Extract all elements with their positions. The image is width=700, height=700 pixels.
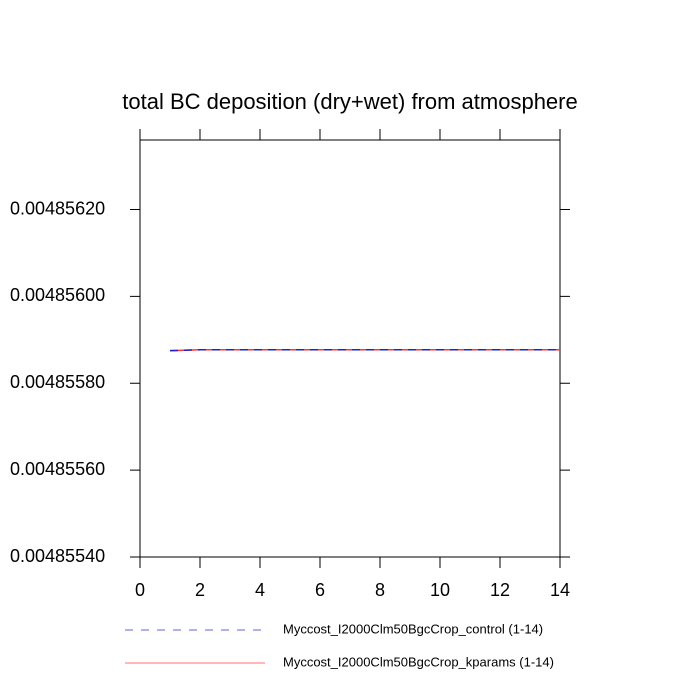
chart-title: total BC deposition (dry+wet) from atmos… <box>122 89 577 114</box>
x-tick-label: 6 <box>315 580 325 600</box>
x-tick-label: 4 <box>255 580 265 600</box>
plot-frame <box>139 139 561 558</box>
x-tick-label: 10 <box>430 580 450 600</box>
y-tick-label: 0.00485540 <box>10 546 105 566</box>
y-tick-label: 0.00485620 <box>10 198 105 218</box>
x-tick-label: 0 <box>135 580 145 600</box>
x-tick-label: 2 <box>195 580 205 600</box>
legend-label: Myccost_I2000Clm50BgcCrop_control (1-14) <box>283 621 543 636</box>
legend-label: Myccost_I2000Clm50BgcCrop_kparams (1-14) <box>283 654 554 669</box>
x-tick-label: 14 <box>550 580 570 600</box>
series-line <box>169 349 560 352</box>
y-tick-label: 0.00485560 <box>10 459 105 479</box>
x-tick-label: 12 <box>490 580 510 600</box>
y-tick-label: 0.00485580 <box>10 372 105 392</box>
y-tick-label: 0.00485600 <box>10 285 105 305</box>
x-tick-label: 8 <box>375 580 385 600</box>
